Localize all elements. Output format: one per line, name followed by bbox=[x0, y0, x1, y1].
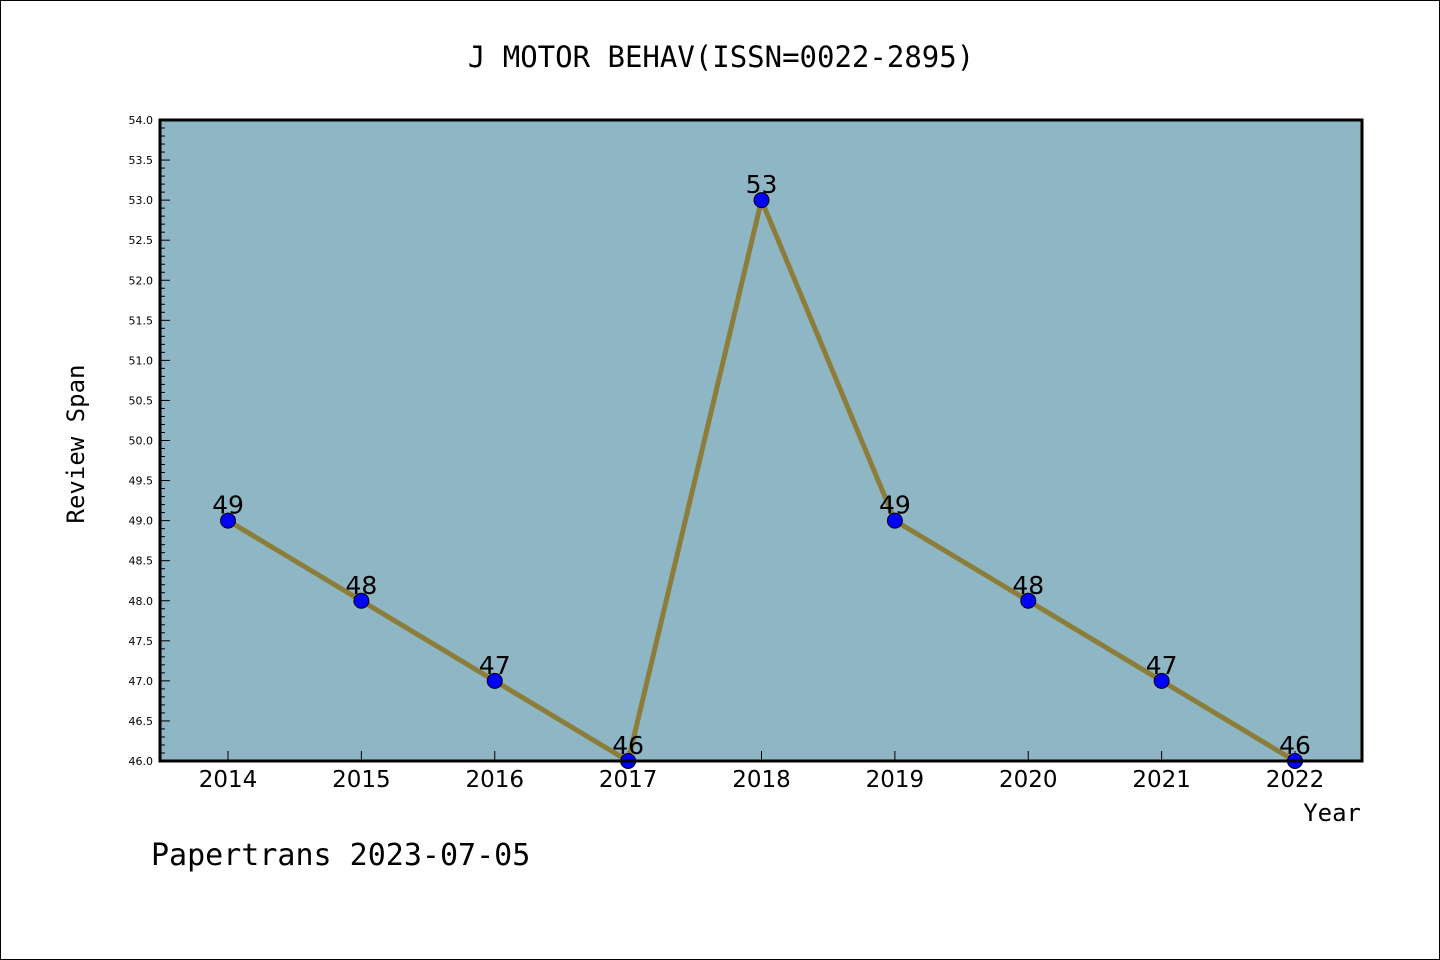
footer-credit: Papertrans 2023-07-05 bbox=[151, 838, 530, 873]
x-tick-label: 2015 bbox=[332, 767, 391, 793]
y-tick-label: 49.5 bbox=[129, 475, 154, 488]
y-tick-label: 52.0 bbox=[129, 274, 154, 287]
y-tick-label: 52.5 bbox=[129, 234, 154, 247]
data-point bbox=[1020, 592, 1037, 609]
y-tick-label: 51.0 bbox=[129, 354, 154, 367]
data-label: 48 bbox=[1012, 571, 1044, 600]
x-tick-label: 2018 bbox=[732, 767, 791, 793]
data-point bbox=[886, 512, 903, 529]
data-label: 47 bbox=[1146, 651, 1178, 680]
y-tick-label: 51.5 bbox=[129, 314, 154, 327]
data-label: 53 bbox=[746, 170, 778, 199]
data-point bbox=[1153, 672, 1170, 689]
x-tick-label: 2014 bbox=[199, 767, 258, 793]
data-label: 48 bbox=[345, 571, 377, 600]
y-tick-label: 53.5 bbox=[129, 154, 154, 167]
data-point bbox=[353, 592, 370, 609]
data-label: 49 bbox=[879, 491, 911, 520]
y-tick-label: 50.0 bbox=[129, 435, 154, 448]
data-label: 46 bbox=[1279, 731, 1311, 760]
plot-area bbox=[160, 120, 1362, 761]
y-tick-label: 46.0 bbox=[129, 755, 154, 768]
x-tick-label: 2019 bbox=[866, 767, 925, 793]
y-tick-label: 48.0 bbox=[129, 595, 154, 608]
x-tick-label: 2016 bbox=[465, 767, 524, 793]
y-tick-label: 47.5 bbox=[129, 635, 154, 648]
y-tick-label: 53.0 bbox=[129, 194, 154, 207]
y-axis-label: Review Span bbox=[62, 365, 90, 524]
y-tick-label: 48.5 bbox=[129, 555, 154, 568]
plot-frame bbox=[158, 118, 1364, 763]
data-point bbox=[486, 672, 503, 689]
y-tick-label: 49.0 bbox=[129, 515, 154, 528]
x-axis: 2014 2015 2016 2017 2018 2019 2020 2021 2022 bbox=[199, 751, 1325, 793]
series-points-group bbox=[220, 192, 1303, 769]
x-axis-label: Year bbox=[1303, 799, 1361, 827]
x-tick-label: 2020 bbox=[999, 767, 1058, 793]
y-tick-label: 46.5 bbox=[129, 715, 154, 728]
x-tick-label: 2021 bbox=[1132, 767, 1191, 793]
y-tick-label: 54.0 bbox=[129, 114, 154, 127]
y-tick-label: 50.5 bbox=[129, 394, 154, 407]
chart-title: J MOTOR BEHAV(ISSN=0022-2895) bbox=[468, 40, 974, 74]
data-label: 49 bbox=[212, 491, 244, 520]
x-tick-label: 2017 bbox=[599, 767, 658, 793]
data-point bbox=[753, 192, 770, 209]
data-labels-group: 49 48 47 46 53 49 48 47 46 bbox=[212, 170, 1311, 760]
data-label: 46 bbox=[612, 731, 644, 760]
data-point bbox=[220, 512, 236, 529]
y-tick-label: 47.0 bbox=[129, 675, 154, 688]
x-tick-label: 2022 bbox=[1266, 767, 1325, 793]
data-label: 47 bbox=[479, 651, 511, 680]
